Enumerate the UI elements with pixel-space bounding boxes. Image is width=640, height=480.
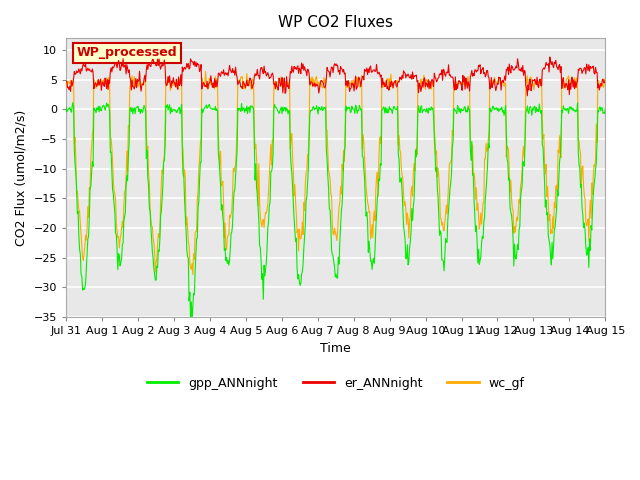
Title: WP CO2 Fluxes: WP CO2 Fluxes	[278, 15, 393, 30]
Y-axis label: CO2 Flux (umol/m2/s): CO2 Flux (umol/m2/s)	[15, 109, 28, 246]
X-axis label: Time: Time	[321, 342, 351, 355]
Legend: gpp_ANNnight, er_ANNnight, wc_gf: gpp_ANNnight, er_ANNnight, wc_gf	[142, 372, 529, 395]
Text: WP_processed: WP_processed	[77, 47, 177, 60]
